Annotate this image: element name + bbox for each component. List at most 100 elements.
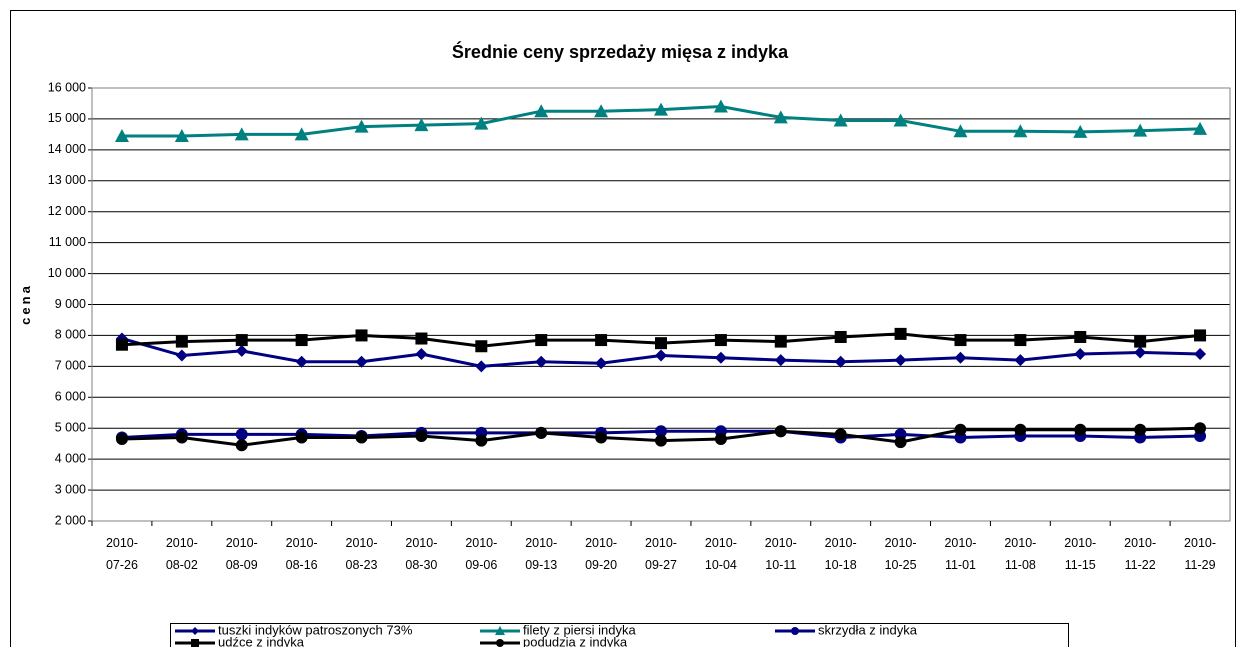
marker: [191, 639, 199, 647]
y-tick-label: 15 000: [48, 111, 86, 125]
chart-border: [10, 10, 1236, 647]
x-tick-label: 2010-08-23: [345, 536, 378, 572]
marker: [475, 360, 488, 373]
y-tick-label: 11 000: [49, 235, 86, 249]
marker: [475, 434, 488, 447]
marker: [834, 428, 847, 441]
x-tick-label: 2010-09-13: [525, 536, 558, 572]
y-tick-label: 9 000: [55, 297, 86, 311]
x-tick-label: 2010-08-30: [405, 536, 438, 572]
marker: [354, 119, 369, 133]
marker: [655, 434, 667, 447]
marker: [954, 351, 967, 364]
marker: [115, 433, 128, 446]
marker: [535, 334, 548, 347]
x-tick-label: 2010-07-26: [105, 536, 138, 572]
marker: [235, 344, 248, 357]
marker: [535, 426, 548, 439]
marker: [774, 354, 787, 367]
legend-label: tuszki indyków patroszonych 73%: [218, 622, 413, 637]
marker: [834, 355, 847, 368]
marker: [655, 425, 667, 438]
marker: [175, 335, 188, 348]
marker: [535, 355, 548, 368]
marker: [1194, 329, 1207, 342]
y-tick-label: 7 000: [55, 359, 86, 373]
x-tick-label: 2010-11-01: [944, 536, 977, 572]
marker: [1193, 121, 1208, 135]
chart-title: Średnie ceny sprzedaży mięsa z indyka: [452, 41, 789, 62]
marker: [1014, 354, 1027, 367]
marker: [1134, 423, 1147, 436]
marker: [1133, 123, 1148, 137]
marker: [175, 431, 188, 444]
marker: [954, 423, 967, 436]
marker: [791, 627, 799, 635]
marker: [774, 335, 787, 348]
marker: [1074, 330, 1087, 343]
legend-box: [170, 623, 1069, 647]
marker: [1194, 347, 1207, 360]
marker: [235, 428, 248, 441]
y-tick-label: 8 000: [55, 328, 86, 342]
marker: [595, 431, 608, 444]
x-tick-label: 2010-09-06: [465, 536, 498, 572]
marker: [1134, 346, 1147, 359]
marker: [534, 104, 549, 118]
y-tick-label: 13 000: [48, 173, 86, 187]
x-tick-label: 2010-11-29: [1184, 536, 1217, 572]
legend-label: filety z piersi indyka: [523, 622, 636, 637]
marker: [191, 627, 199, 635]
x-tick-label: 2010-11-08: [1004, 536, 1037, 572]
marker: [1134, 335, 1147, 348]
marker: [1074, 347, 1087, 360]
marker: [234, 127, 249, 141]
marker: [834, 330, 847, 343]
y-tick-label: 5 000: [55, 421, 86, 435]
x-tick-label: 2010-08-02: [165, 536, 198, 572]
marker: [295, 355, 308, 368]
marker: [894, 327, 907, 340]
marker: [295, 431, 308, 444]
y-tick-label: 14 000: [48, 142, 86, 156]
marker: [474, 116, 489, 130]
y-tick-label: 12 000: [48, 204, 86, 218]
marker: [654, 102, 668, 116]
marker: [355, 329, 368, 342]
x-tick-label: 2010-11-22: [1124, 536, 1157, 572]
marker: [894, 436, 907, 449]
legend-label: podudzia z indyka: [523, 634, 628, 647]
marker: [175, 349, 188, 362]
marker: [595, 357, 608, 370]
marker: [355, 431, 368, 444]
y-tick-label: 3 000: [55, 482, 86, 496]
marker: [713, 99, 728, 113]
marker: [655, 337, 667, 350]
plot-area: [91, 87, 1231, 522]
y-tick-label: 4 000: [55, 451, 86, 465]
marker: [235, 439, 248, 452]
marker: [355, 355, 368, 368]
marker: [294, 127, 309, 141]
marker: [414, 118, 429, 132]
marker: [954, 334, 967, 347]
marker: [714, 351, 727, 364]
x-tick-label: 2010-09-27: [645, 536, 677, 572]
marker: [1074, 423, 1087, 436]
marker: [114, 128, 129, 142]
y-tick-label: 16 000: [48, 80, 86, 94]
marker: [1194, 422, 1207, 435]
marker: [893, 113, 908, 127]
x-tick-label: 2010-09-20: [585, 536, 618, 572]
marker: [714, 334, 727, 347]
x-tick-label: 2010-10-04: [704, 536, 737, 572]
marker: [1013, 124, 1028, 138]
marker: [714, 433, 727, 446]
marker: [894, 354, 907, 367]
x-tick-label: 2010-08-09: [225, 536, 258, 572]
marker: [475, 340, 488, 353]
legend-label: udźce z indyka: [218, 634, 305, 647]
marker: [774, 425, 787, 438]
x-tick-label: 2010-10-11: [764, 536, 797, 572]
